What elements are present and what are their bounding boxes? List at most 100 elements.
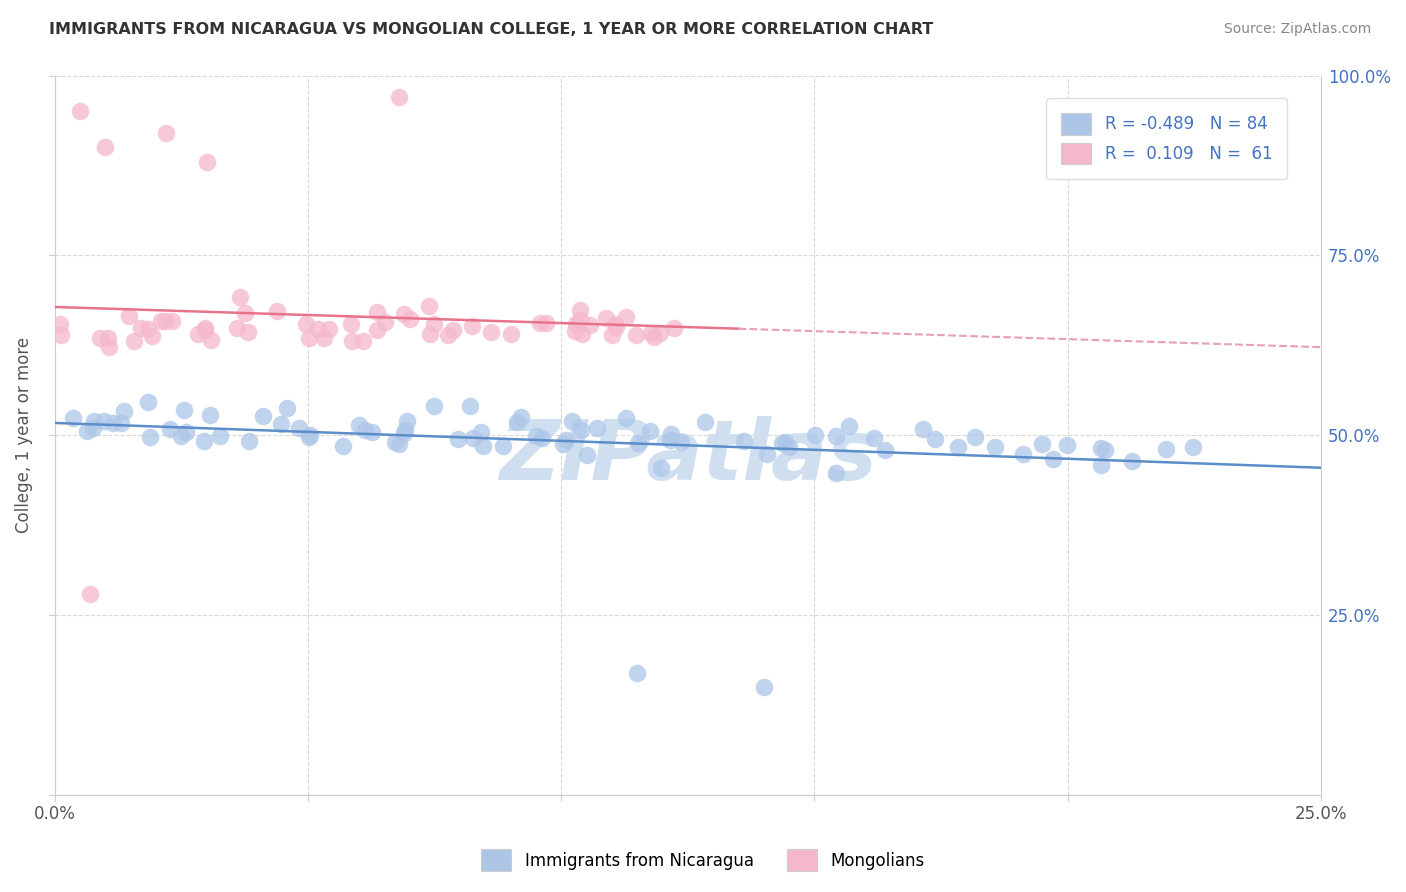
Point	[695, 415, 717, 429]
Point	[1121, 453, 1143, 467]
Point	[266, 303, 288, 318]
Point	[824, 429, 846, 443]
Point	[669, 435, 692, 450]
Point	[534, 316, 557, 330]
Point	[138, 395, 160, 409]
Point	[83, 413, 105, 427]
Point	[124, 334, 146, 349]
Point	[195, 154, 218, 169]
Point	[554, 433, 576, 447]
Point	[394, 423, 416, 437]
Point	[911, 422, 934, 436]
Point	[89, 331, 111, 345]
Point	[374, 315, 396, 329]
Point	[659, 427, 682, 442]
Point	[352, 334, 374, 348]
Point	[614, 310, 637, 324]
Point	[643, 330, 665, 344]
Point	[755, 447, 778, 461]
Text: ZIPatlas: ZIPatlas	[499, 417, 877, 498]
Point	[1042, 451, 1064, 466]
Point	[49, 318, 72, 332]
Point	[79, 586, 101, 600]
Point	[638, 424, 661, 438]
Point	[101, 416, 124, 430]
Point	[626, 665, 648, 680]
Point	[576, 448, 599, 462]
Point	[946, 440, 969, 454]
Point	[460, 318, 482, 333]
Point	[470, 425, 492, 440]
Point	[564, 324, 586, 338]
Point	[160, 314, 183, 328]
Point	[924, 432, 946, 446]
Point	[361, 425, 384, 439]
Point	[561, 414, 583, 428]
Point	[1011, 447, 1033, 461]
Point	[252, 409, 274, 423]
Point	[395, 414, 418, 428]
Point	[93, 413, 115, 427]
Point	[875, 442, 897, 457]
Point	[270, 417, 292, 431]
Point	[307, 321, 329, 335]
Point	[193, 434, 215, 449]
Point	[233, 306, 256, 320]
Point	[276, 401, 298, 415]
Point	[170, 429, 193, 443]
Point	[340, 334, 363, 348]
Point	[565, 317, 588, 331]
Point	[298, 331, 321, 345]
Point	[238, 325, 260, 339]
Text: IMMIGRANTS FROM NICARAGUA VS MONGOLIAN COLLEGE, 1 YEAR OR MORE CORRELATION CHART: IMMIGRANTS FROM NICARAGUA VS MONGOLIAN C…	[49, 22, 934, 37]
Point	[648, 326, 671, 340]
Point	[139, 430, 162, 444]
Point	[298, 430, 321, 444]
Text: Source: ZipAtlas.com: Source: ZipAtlas.com	[1223, 22, 1371, 37]
Point	[97, 331, 120, 345]
Point	[509, 410, 531, 425]
Point	[229, 290, 252, 304]
Point	[579, 318, 602, 333]
Point	[314, 331, 336, 345]
Point	[595, 310, 617, 325]
Point	[569, 302, 592, 317]
Point	[664, 320, 686, 334]
Legend: Immigrants from Nicaragua, Mongolians: Immigrants from Nicaragua, Mongolians	[472, 841, 934, 880]
Point	[141, 329, 163, 343]
Point	[586, 421, 609, 435]
Legend: R = -0.489   N = 84, R =  0.109   N =  61: R = -0.489 N = 84, R = 0.109 N = 61	[1046, 98, 1288, 179]
Point	[82, 421, 104, 435]
Point	[658, 433, 681, 447]
Point	[155, 126, 177, 140]
Point	[419, 326, 441, 341]
Point	[461, 431, 484, 445]
Point	[388, 437, 411, 451]
Point	[238, 434, 260, 448]
Point	[441, 323, 464, 337]
Point	[112, 404, 135, 418]
Point	[458, 399, 481, 413]
Point	[418, 299, 440, 313]
Point	[62, 411, 84, 425]
Point	[775, 434, 797, 449]
Point	[198, 409, 221, 423]
Point	[318, 322, 340, 336]
Point	[531, 431, 554, 445]
Point	[295, 317, 318, 331]
Point	[76, 424, 98, 438]
Point	[118, 310, 141, 324]
Point	[392, 307, 415, 321]
Point	[399, 312, 422, 326]
Point	[138, 322, 160, 336]
Point	[838, 419, 860, 434]
Point	[384, 434, 406, 449]
Point	[366, 305, 388, 319]
Point	[353, 424, 375, 438]
Point	[616, 410, 638, 425]
Point	[423, 317, 446, 331]
Point	[332, 439, 354, 453]
Point	[437, 327, 460, 342]
Point	[569, 423, 592, 437]
Point	[349, 417, 371, 432]
